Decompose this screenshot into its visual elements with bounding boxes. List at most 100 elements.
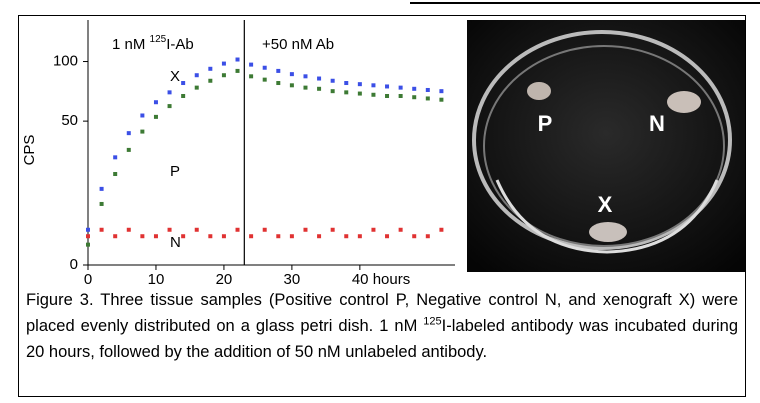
point (412, 86, 417, 91)
y-tick-label: 100 (53, 53, 78, 70)
point (113, 234, 118, 239)
point (317, 76, 322, 81)
point (371, 92, 376, 97)
point (289, 83, 294, 88)
point (398, 85, 403, 90)
point (99, 201, 104, 206)
point (208, 234, 213, 239)
point (208, 66, 213, 71)
x-tick-label: 10 (148, 271, 165, 288)
point (113, 172, 118, 177)
point (86, 227, 90, 232)
x-tick-label: 0 (84, 271, 92, 288)
caption-text: I-labeled antibody was incubated during … (26, 317, 738, 361)
point (167, 227, 172, 232)
point (385, 84, 390, 89)
point (289, 234, 294, 239)
point (371, 227, 376, 232)
point (113, 155, 118, 160)
caption-text: Figure 3. Three tissue samples (Positive… (26, 291, 738, 335)
tissue (527, 82, 551, 100)
point (398, 93, 403, 98)
point (344, 90, 349, 95)
point (425, 234, 430, 239)
point (412, 95, 417, 100)
point (357, 91, 362, 96)
point (126, 227, 131, 232)
point (317, 86, 322, 91)
point (221, 234, 226, 239)
point (153, 234, 158, 239)
point (276, 68, 281, 73)
point (276, 234, 281, 239)
point (153, 114, 158, 119)
dish-glare (495, 179, 719, 254)
point (221, 61, 226, 66)
rule (410, 2, 760, 4)
point (357, 82, 362, 87)
point (208, 78, 213, 83)
point (167, 104, 172, 109)
point (425, 96, 430, 101)
point (181, 234, 186, 239)
point (153, 100, 158, 105)
point (439, 227, 444, 232)
point (99, 227, 104, 232)
point (262, 77, 267, 82)
point (317, 234, 322, 239)
point (235, 227, 240, 232)
point (330, 89, 335, 94)
point (140, 234, 145, 239)
point (357, 234, 362, 239)
point (371, 83, 376, 88)
point (385, 234, 390, 239)
photo-label: N (649, 111, 665, 136)
series-label: X (170, 68, 180, 85)
point (167, 90, 172, 95)
point (289, 72, 294, 77)
point (262, 227, 267, 232)
point (235, 57, 240, 62)
point (439, 97, 444, 102)
point (126, 131, 131, 136)
y-tick-label: 0 (70, 256, 78, 273)
point (439, 89, 444, 94)
y-axis-label: CPS (21, 135, 38, 166)
point (181, 81, 186, 86)
photo-label: P (538, 111, 553, 136)
point (412, 234, 417, 239)
point (194, 227, 199, 232)
point (99, 186, 104, 191)
point (194, 73, 199, 78)
caption-sup: 125 (423, 315, 442, 328)
series-label: P (170, 163, 180, 180)
photo-label: X (598, 192, 613, 217)
figure-frame (18, 15, 746, 397)
tissue (589, 222, 627, 242)
annotation-text: I-Ab (166, 36, 194, 53)
point (303, 85, 308, 90)
x-tick-label: 20 (216, 271, 233, 288)
point (303, 227, 308, 232)
point (140, 113, 145, 118)
point (249, 62, 254, 67)
annotation-text: 1 nM (112, 36, 150, 53)
point (330, 227, 335, 232)
point (262, 65, 267, 70)
annotation: 1 nM 125I-Ab (112, 34, 194, 53)
x-tick-label: 30 (284, 271, 301, 288)
annotation-sup: 125 (150, 34, 167, 45)
caption: Figure 3. Three tissue samples (Positive… (26, 287, 738, 365)
point (398, 227, 403, 232)
point (221, 73, 226, 78)
dish-rim (472, 30, 732, 250)
x-tick-label: 40 hours (352, 271, 410, 288)
point (249, 234, 254, 239)
point (235, 68, 240, 73)
tissue (667, 91, 701, 113)
point (86, 234, 90, 239)
dish-rim (483, 45, 725, 247)
series-label: N (170, 234, 181, 251)
point (181, 93, 186, 98)
